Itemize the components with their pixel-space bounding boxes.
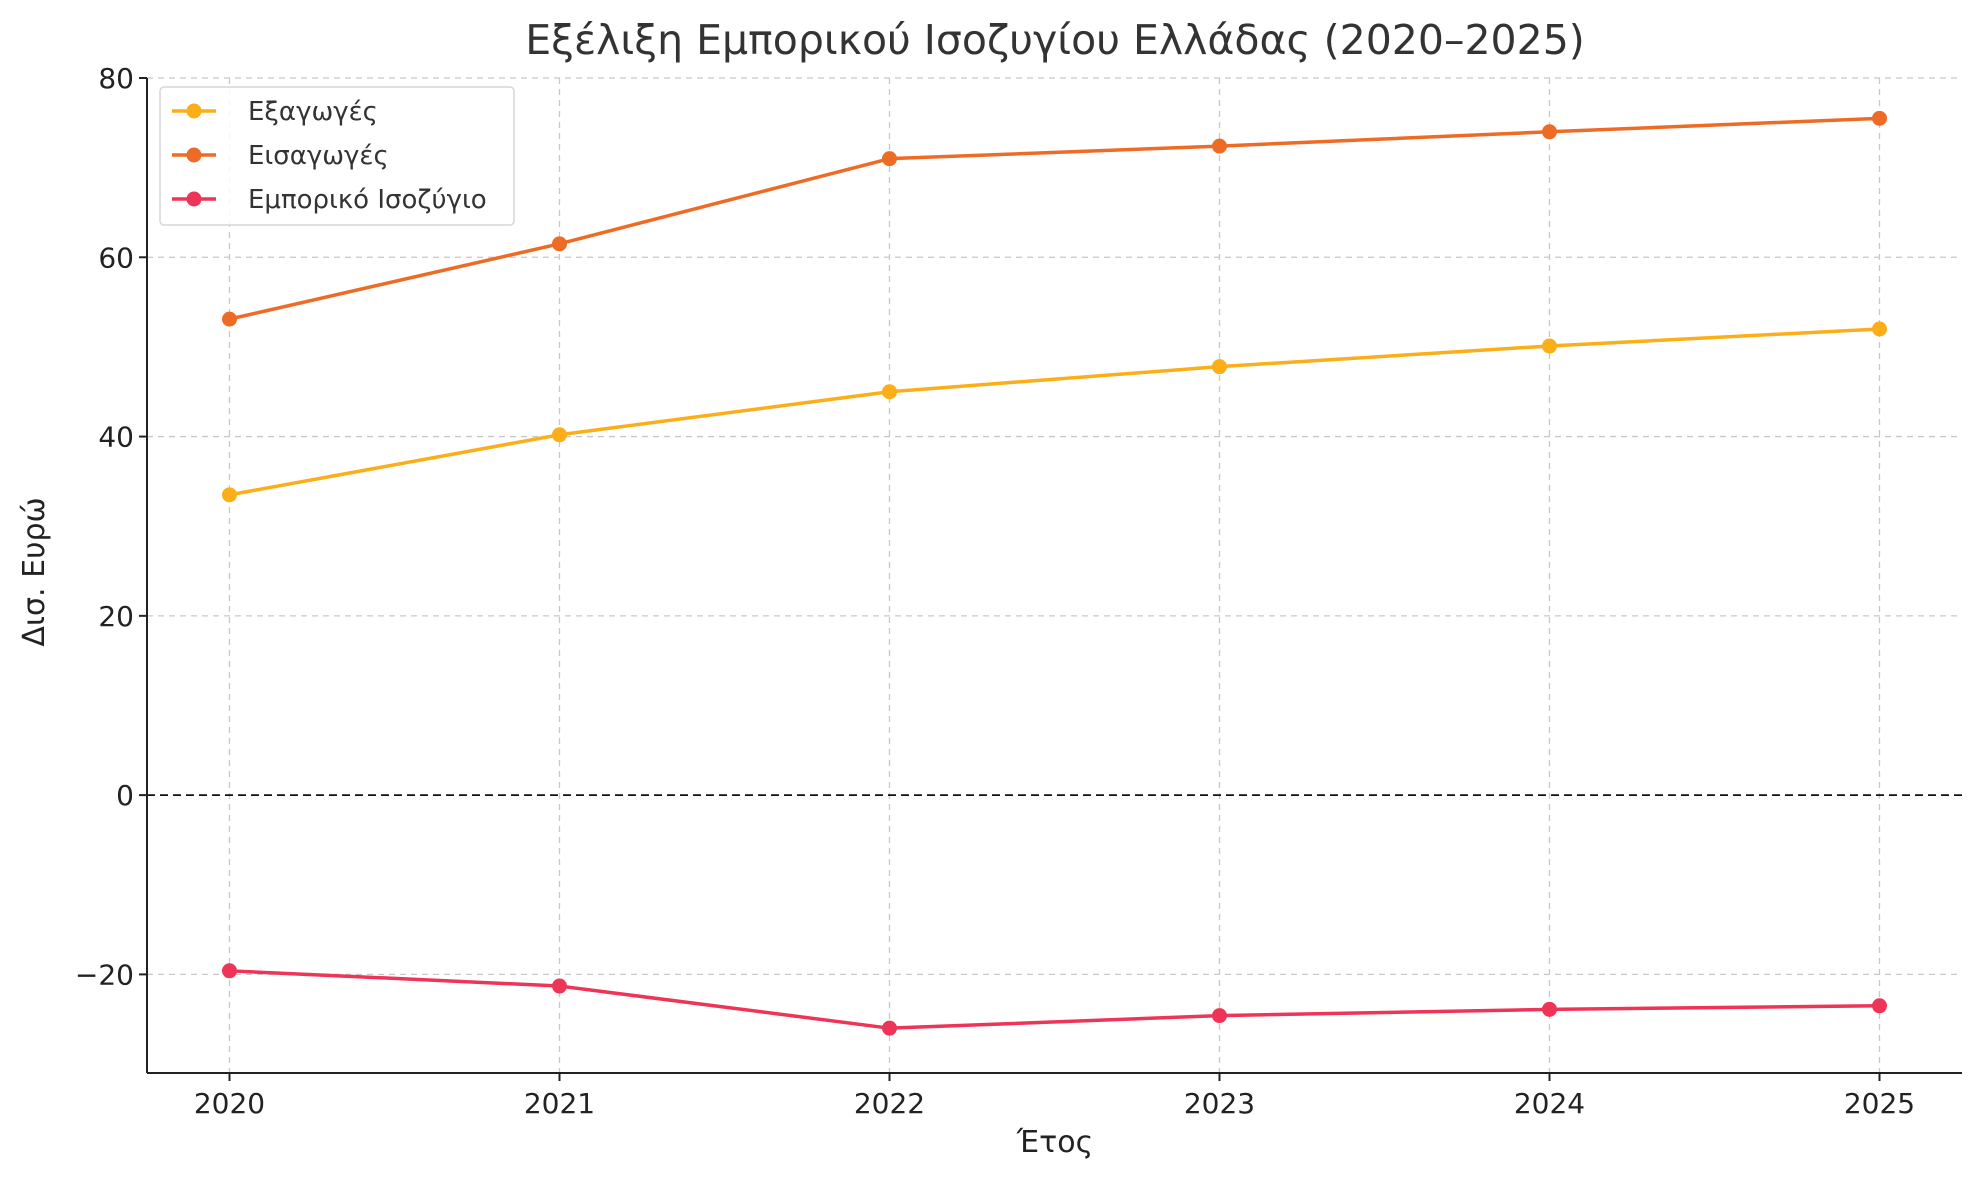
tick-labels: 2020 2021 2022 2023 2024 2025 −20 0 20 40 60 80 bbox=[75, 62, 1915, 1120]
data-point bbox=[1212, 1008, 1227, 1024]
series-3 bbox=[222, 963, 1887, 1036]
data-point bbox=[222, 311, 237, 327]
series-line bbox=[229, 969, 1880, 1030]
data-point bbox=[1212, 359, 1227, 375]
series-1 bbox=[222, 321, 1887, 503]
x-tick-label: 2025 bbox=[1844, 1087, 1915, 1120]
y-tick-label: 80 bbox=[98, 62, 134, 95]
legend-item: Εισαγωγές bbox=[172, 141, 389, 171]
y-tick-label: 60 bbox=[98, 241, 134, 274]
legend-swatch-marker bbox=[186, 103, 202, 119]
data-point bbox=[552, 236, 567, 252]
data-point bbox=[552, 427, 567, 443]
series-line bbox=[229, 116, 1880, 321]
y-tick-label: 40 bbox=[98, 421, 134, 454]
y-tick-label: −20 bbox=[75, 958, 134, 991]
data-point bbox=[1872, 321, 1887, 337]
x-tick-label: 2021 bbox=[524, 1087, 595, 1120]
data-point bbox=[1872, 110, 1887, 126]
x-axis-label: Έτος bbox=[1016, 1125, 1093, 1160]
y-tick-label: 20 bbox=[98, 600, 134, 633]
data-point bbox=[222, 963, 237, 979]
legend-label: Εισαγωγές bbox=[248, 141, 389, 171]
y-axis-label: Δισ. Ευρώ bbox=[17, 497, 52, 646]
series-line bbox=[229, 327, 1880, 497]
data-point bbox=[882, 151, 897, 167]
legend: Εξαγωγές Εισαγωγές Εμπορικό Ισοζύγιο bbox=[159, 86, 515, 226]
legend-item: Εμπορικό Ισοζύγιο bbox=[172, 185, 487, 215]
grid bbox=[147, 77, 1962, 1073]
data-point bbox=[882, 1020, 897, 1036]
data-point bbox=[1542, 124, 1557, 140]
chart-title: Εξέλιξη Εμπορικού Ισοζυγίου Ελλάδας (202… bbox=[525, 16, 1585, 64]
x-tick-label: 2022 bbox=[854, 1087, 925, 1120]
x-tick-label: 2020 bbox=[194, 1087, 265, 1120]
axes bbox=[139, 77, 1962, 1081]
legend-box bbox=[159, 86, 515, 226]
legend-label: Εξαγωγές bbox=[248, 97, 378, 127]
data-point bbox=[1212, 138, 1227, 154]
data-point bbox=[1542, 338, 1557, 354]
legend-item: Εξαγωγές bbox=[172, 97, 378, 127]
data-point bbox=[222, 487, 237, 503]
x-tick-label: 2024 bbox=[1514, 1087, 1585, 1120]
data-point bbox=[1542, 1001, 1557, 1017]
series-2 bbox=[222, 110, 1887, 327]
legend-label: Εμπορικό Ισοζύγιο bbox=[248, 185, 487, 215]
legend-swatch-marker bbox=[186, 191, 202, 207]
data-point bbox=[552, 978, 567, 994]
y-tick-label: 0 bbox=[116, 779, 134, 812]
legend-swatch-marker bbox=[186, 147, 202, 163]
series-group bbox=[222, 110, 1887, 1036]
data-point bbox=[1872, 998, 1887, 1014]
x-tick-label: 2023 bbox=[1184, 1087, 1255, 1120]
data-point bbox=[882, 384, 897, 400]
